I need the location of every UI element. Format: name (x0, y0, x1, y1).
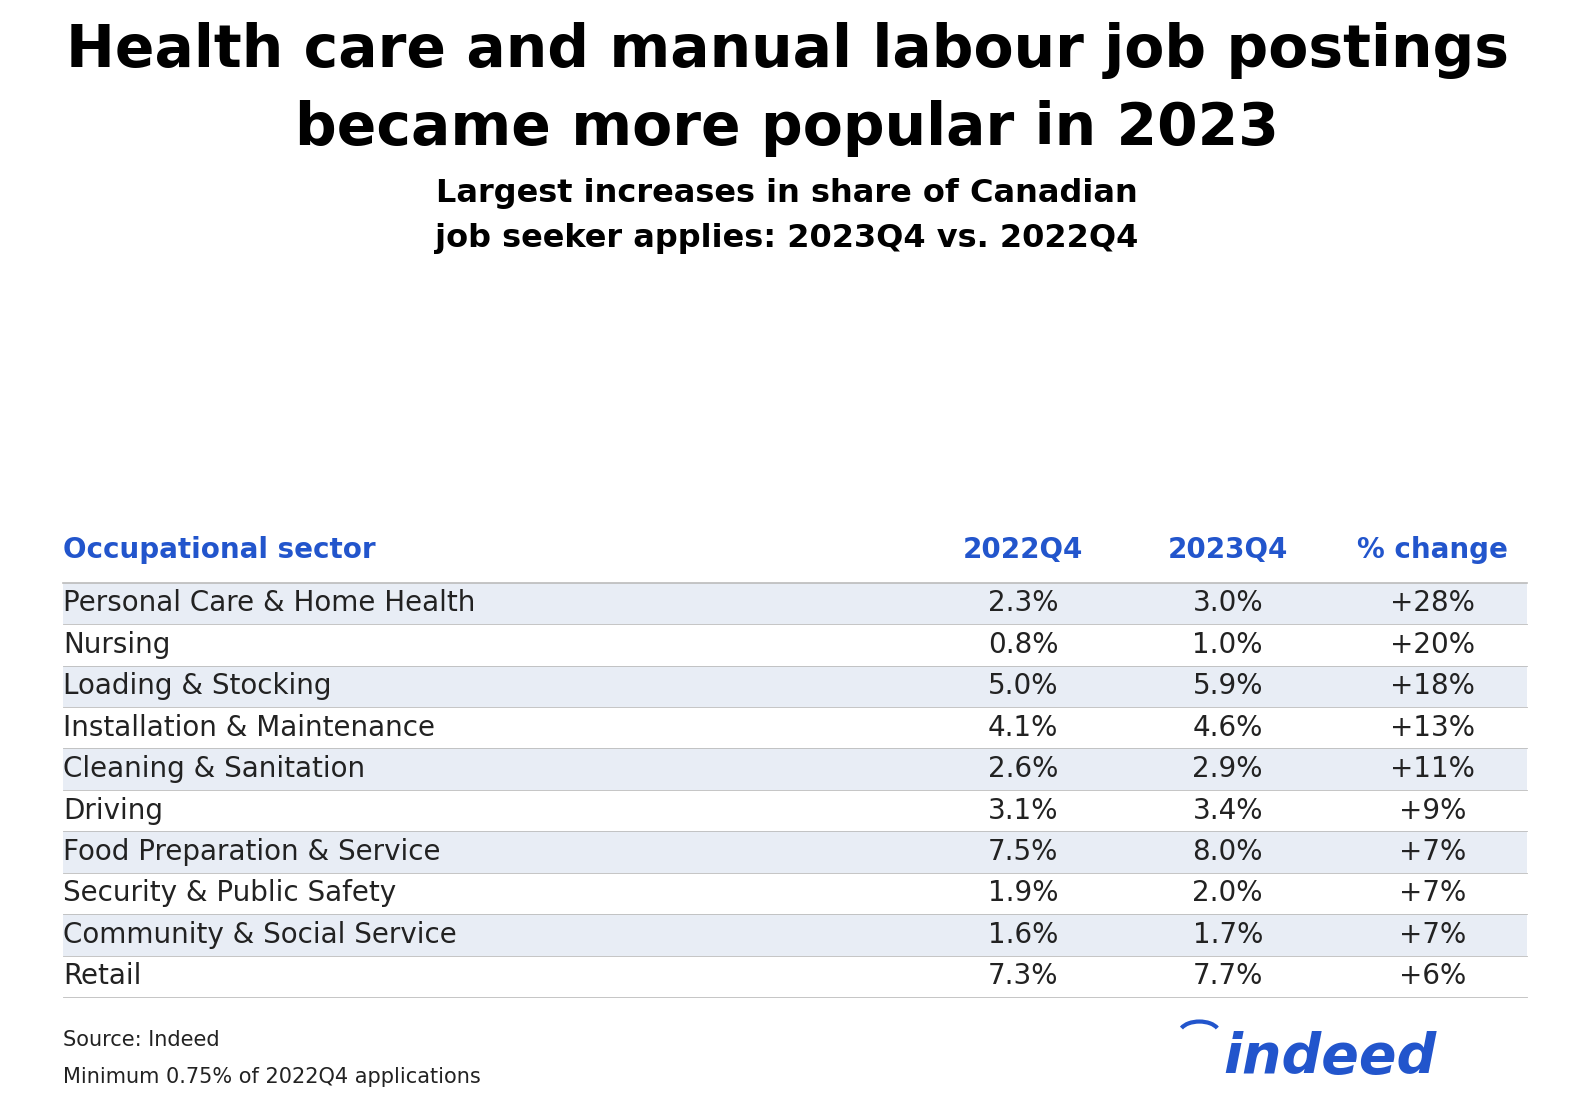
Text: Occupational sector: Occupational sector (63, 536, 376, 565)
Text: Personal Care & Home Health: Personal Care & Home Health (63, 589, 475, 617)
Text: 5.9%: 5.9% (1193, 672, 1262, 701)
Bar (63, 707, 1527, 749)
Text: 2.9%: 2.9% (1193, 755, 1262, 783)
Text: Security & Public Safety: Security & Public Safety (63, 879, 397, 908)
Text: 7.5%: 7.5% (988, 838, 1058, 866)
Text: Retail: Retail (63, 962, 142, 990)
Text: 5.0%: 5.0% (988, 672, 1058, 701)
Text: Community & Social Service: Community & Social Service (63, 921, 456, 949)
Bar (63, 915, 1527, 956)
Text: +28%: +28% (1390, 589, 1475, 617)
Text: 1.6%: 1.6% (988, 921, 1058, 949)
Text: 1.0%: 1.0% (1193, 631, 1262, 658)
Text: +7%: +7% (1399, 921, 1465, 949)
Text: +18%: +18% (1390, 672, 1475, 701)
Text: 2.6%: 2.6% (988, 755, 1058, 783)
Text: 4.1%: 4.1% (988, 714, 1058, 742)
Text: +13%: +13% (1390, 714, 1475, 742)
Text: Installation & Maintenance: Installation & Maintenance (63, 714, 434, 742)
Text: +7%: +7% (1399, 838, 1465, 866)
Text: Loading & Stocking: Loading & Stocking (63, 672, 332, 701)
Text: +6%: +6% (1399, 962, 1465, 990)
Text: 2022Q4: 2022Q4 (963, 536, 1083, 565)
Text: Health care and manual labour job postings: Health care and manual labour job postin… (66, 22, 1508, 79)
Bar (63, 665, 1527, 707)
Text: 2.0%: 2.0% (1193, 879, 1262, 908)
Text: 3.1%: 3.1% (988, 797, 1058, 824)
Text: job seeker applies: 2023Q4 vs. 2022Q4: job seeker applies: 2023Q4 vs. 2022Q4 (436, 223, 1138, 254)
Bar (63, 956, 1527, 997)
Text: became more popular in 2023: became more popular in 2023 (294, 100, 1280, 157)
Bar (63, 872, 1527, 915)
Text: Largest increases in share of Canadian: Largest increases in share of Canadian (436, 178, 1138, 209)
Text: 3.0%: 3.0% (1193, 589, 1262, 617)
Text: 7.3%: 7.3% (988, 962, 1058, 990)
Bar (63, 831, 1527, 872)
Text: Food Preparation & Service: Food Preparation & Service (63, 838, 441, 866)
Text: 4.6%: 4.6% (1193, 714, 1262, 742)
Text: Nursing: Nursing (63, 631, 170, 658)
Text: 1.7%: 1.7% (1193, 921, 1262, 949)
Text: +11%: +11% (1390, 755, 1475, 783)
Text: 8.0%: 8.0% (1193, 838, 1262, 866)
Text: +20%: +20% (1390, 631, 1475, 658)
Bar (63, 624, 1527, 665)
Bar (63, 790, 1527, 831)
Text: 0.8%: 0.8% (988, 631, 1058, 658)
Text: +9%: +9% (1399, 797, 1465, 824)
Text: 1.9%: 1.9% (988, 879, 1058, 908)
Text: % change: % change (1357, 536, 1508, 565)
Text: 3.4%: 3.4% (1193, 797, 1262, 824)
Bar (63, 749, 1527, 790)
Text: Source: Indeed: Source: Indeed (63, 1030, 220, 1051)
Text: 2.3%: 2.3% (988, 589, 1058, 617)
Text: Cleaning & Sanitation: Cleaning & Sanitation (63, 755, 365, 783)
Bar (63, 583, 1527, 624)
Text: 2023Q4: 2023Q4 (1168, 536, 1288, 565)
Text: +7%: +7% (1399, 879, 1465, 908)
Text: Minimum 0.75% of 2022Q4 applications: Minimum 0.75% of 2022Q4 applications (63, 1067, 480, 1087)
Text: 7.7%: 7.7% (1193, 962, 1262, 990)
Text: indeed: indeed (1223, 1032, 1437, 1085)
Text: Driving: Driving (63, 797, 164, 824)
